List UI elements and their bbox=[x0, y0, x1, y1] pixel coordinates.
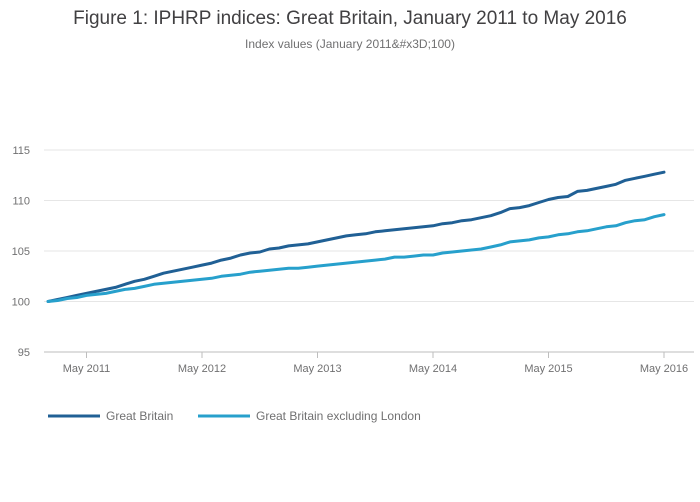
legend-label: Great Britain bbox=[106, 409, 173, 423]
legend-item[interactable]: Great Britain bbox=[48, 409, 173, 423]
x-tick-label: May 2014 bbox=[409, 363, 457, 375]
chart-subtitle: Index values (January 2011&#x3D;100) bbox=[245, 37, 455, 51]
x-tick-label: May 2013 bbox=[293, 363, 341, 375]
legend-label: Great Britain excluding London bbox=[256, 409, 421, 423]
y-tick-label: 105 bbox=[12, 246, 30, 258]
x-tick-label: May 2011 bbox=[63, 363, 111, 375]
gridlines bbox=[44, 149, 694, 353]
legend[interactable]: Great Britain Great Britain excluding Lon… bbox=[48, 409, 421, 423]
x-tick-label: May 2015 bbox=[524, 363, 572, 375]
y-tick-label: 110 bbox=[12, 196, 30, 208]
x-tick-label: May 2012 bbox=[178, 363, 226, 375]
y-tick-label: 100 bbox=[12, 297, 30, 309]
y-axis: 95 100 105 110 115 bbox=[12, 145, 30, 359]
series-line-great-britain bbox=[46, 170, 666, 303]
legend-item[interactable]: Great Britain excluding London bbox=[198, 409, 421, 423]
series-lines bbox=[46, 170, 666, 303]
y-tick-label: 115 bbox=[12, 145, 30, 157]
chart-title: Figure 1: IPHRP indices: Great Britain, … bbox=[73, 8, 627, 29]
series-line-great-britain-excluding-london bbox=[46, 213, 666, 303]
x-tick-label: May 2016 bbox=[640, 363, 688, 375]
y-tick-label: 95 bbox=[18, 347, 30, 359]
x-axis: May 2011 May 2012 May 2013 May 2014 May 2015… bbox=[63, 352, 688, 375]
